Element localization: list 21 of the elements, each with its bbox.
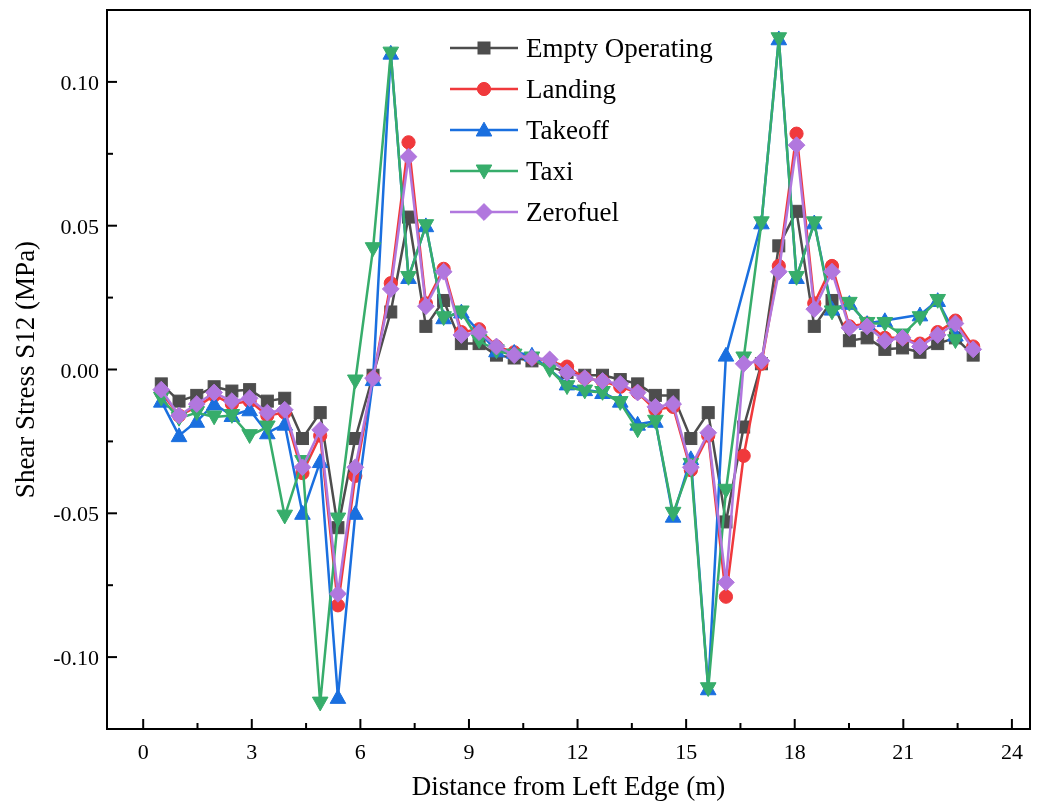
legend-label: Taxi xyxy=(526,156,574,186)
y-tick-label: 0.00 xyxy=(60,357,99,383)
legend-label: Landing xyxy=(526,74,616,104)
y-axis-title: Shear Stress S12 (MPa) xyxy=(10,240,40,499)
x-tick-label: 24 xyxy=(1000,739,1023,764)
x-tick-label: 15 xyxy=(675,739,698,764)
x-tick-label: 0 xyxy=(137,739,149,764)
legend-label: Empty Operating xyxy=(526,33,713,63)
x-tick-label: 3 xyxy=(246,739,258,764)
y-tick-label: 0.05 xyxy=(60,213,99,239)
legend-label: Zerofuel xyxy=(526,197,619,227)
y-tick-label: -0.10 xyxy=(53,645,99,671)
x-tick-label: 18 xyxy=(783,739,806,764)
x-tick-label: 6 xyxy=(354,739,366,764)
x-tick-label: 21 xyxy=(892,739,915,764)
legend-label: Takeoff xyxy=(526,115,610,145)
y-tick-label: -0.05 xyxy=(53,501,99,527)
y-tick-label: 0.10 xyxy=(60,69,99,95)
x-axis-title: Distance from Left Edge (m) xyxy=(411,771,726,801)
x-tick-label: 12 xyxy=(566,739,589,764)
x-tick-label: 9 xyxy=(463,739,475,764)
